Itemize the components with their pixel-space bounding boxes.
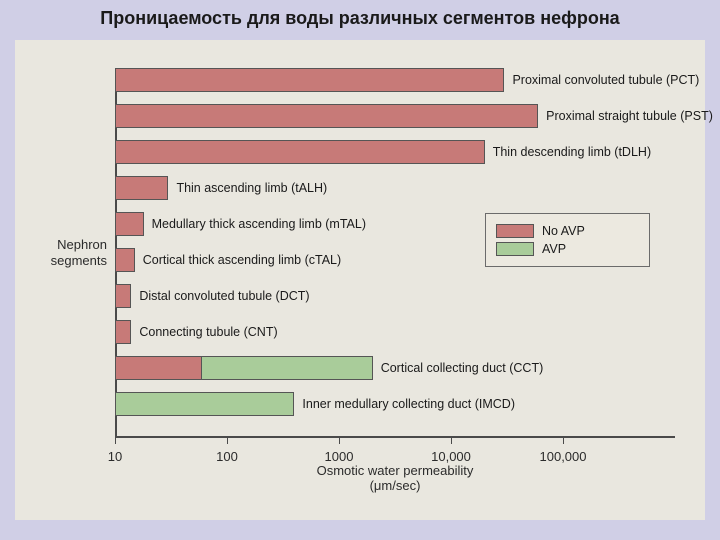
x-axis-label-line1: Osmotic water permeability — [317, 463, 474, 478]
x-tick — [339, 438, 340, 444]
bar-label: Proximal convoluted tubule (PCT) — [512, 73, 699, 87]
bar-row: Inner medullary collecting duct (IMCD) — [115, 392, 675, 416]
bar-row: Distal convoluted tubule (DCT) — [115, 284, 675, 308]
bar-noavp — [115, 104, 538, 128]
x-tick-label: 10 — [108, 449, 122, 464]
x-tick — [563, 438, 564, 444]
bar-row: Proximal convoluted tubule (PCT) — [115, 68, 675, 92]
bar-label: Medullary thick ascending limb (mTAL) — [152, 217, 366, 231]
bar-label: Cortical collecting duct (CCT) — [381, 361, 544, 375]
x-tick-label: 10,000 — [431, 449, 471, 464]
bar-row: Connecting tubule (CNT) — [115, 320, 675, 344]
bar-row: Cortical collecting duct (CCT) — [115, 356, 675, 380]
x-tick-label: 1000 — [325, 449, 354, 464]
legend-label: No AVP — [542, 224, 585, 238]
bar-label: Thin descending limb (tDLH) — [493, 145, 651, 159]
bar-noavp — [115, 68, 504, 92]
bar-noavp — [115, 212, 144, 236]
x-axis-label: Osmotic water permeability (μm/sec) — [115, 463, 675, 494]
bar-noavp — [115, 248, 135, 272]
slide-title: Проницаемость для воды различных сегмент… — [0, 8, 720, 29]
bar-label: Thin ascending limb (tALH) — [176, 181, 327, 195]
x-tick — [451, 438, 452, 444]
bar-row: Thin descending limb (tDLH) — [115, 140, 675, 164]
slide-page: Проницаемость для воды различных сегмент… — [0, 0, 720, 540]
bar-label: Cortical thick ascending limb (cTAL) — [143, 253, 341, 267]
x-axis-label-line2: (μm/sec) — [370, 478, 421, 493]
bar-label: Distal convoluted tubule (DCT) — [139, 289, 309, 303]
bar-avp — [115, 392, 294, 416]
bar-row: Thin ascending limb (tALH) — [115, 176, 675, 200]
x-tick-label: 100,000 — [540, 449, 587, 464]
legend-item: No AVP — [496, 224, 639, 238]
y-axis-label: Nephronsegments — [23, 68, 107, 438]
x-tick — [115, 438, 116, 444]
bar-label: Connecting tubule (CNT) — [139, 325, 277, 339]
plot-area: Nephronsegments Osmotic water permeabili… — [115, 68, 675, 438]
x-axis — [115, 436, 675, 438]
legend: No AVP AVP — [485, 213, 650, 267]
legend-item: AVP — [496, 242, 639, 256]
x-tick — [227, 438, 228, 444]
bar-label: Inner medullary collecting duct (IMCD) — [302, 397, 515, 411]
bar-noavp — [115, 284, 131, 308]
legend-label: AVP — [542, 242, 566, 256]
bar-row: Proximal straight tubule (PST) — [115, 104, 675, 128]
bar-noavp — [115, 140, 485, 164]
chart-figure: Nephronsegments Osmotic water permeabili… — [15, 40, 705, 520]
legend-swatch — [496, 242, 534, 256]
x-tick-label: 100 — [216, 449, 238, 464]
bar-label: Proximal straight tubule (PST) — [546, 109, 713, 123]
legend-swatch — [496, 224, 534, 238]
bar-noavp — [115, 320, 131, 344]
bar-noavp — [115, 176, 168, 200]
bar-noavp — [115, 356, 202, 380]
